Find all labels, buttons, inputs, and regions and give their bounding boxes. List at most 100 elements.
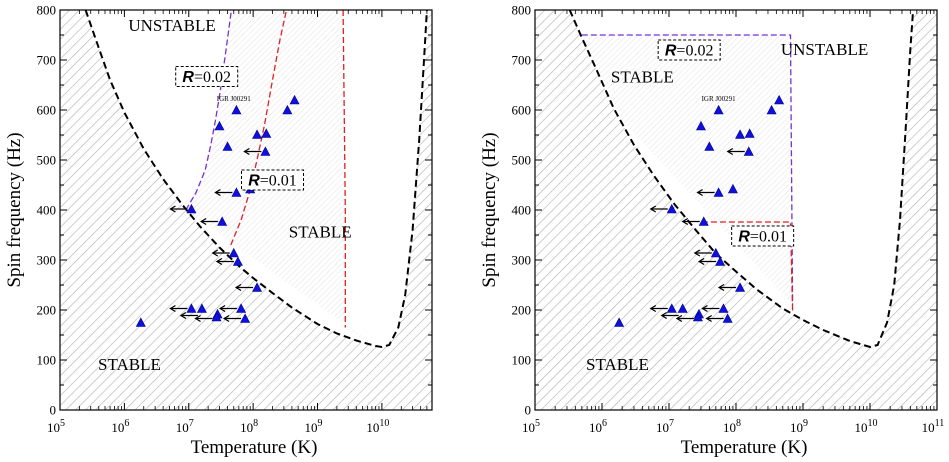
y-tick-label: 0 <box>525 403 532 418</box>
region-label: STABLE <box>289 223 352 242</box>
upper-limit-arrowhead <box>696 188 703 197</box>
source-marker <box>260 146 271 156</box>
x-tick-label: 1011 <box>922 418 945 435</box>
x-tick-exponent: 7 <box>669 418 674 429</box>
upper-limit-arrowhead <box>214 188 221 197</box>
upper-limit-arrowhead <box>726 147 734 156</box>
x-tick-exponent: 9 <box>318 418 323 429</box>
source-marker <box>735 129 746 139</box>
y-tick-label: 500 <box>512 153 532 168</box>
x-tick-label: 106 <box>589 418 607 435</box>
x-tick-exponent: 10 <box>379 418 389 429</box>
r-curve-0 <box>581 34 794 306</box>
region-label: UNSTABLE <box>781 40 868 59</box>
stable-hatch-region <box>535 10 937 410</box>
y-tick-label: 400 <box>37 203 57 218</box>
upper-limit-arrowhead <box>194 314 201 323</box>
x-tick-label: 105 <box>47 418 65 435</box>
x-tick-base: 10 <box>47 420 60 435</box>
r-symbol: R <box>248 173 260 190</box>
y-tick-label: 0 <box>50 403 57 418</box>
y-tick-label: 200 <box>37 303 57 318</box>
upper-limit-arrowhead <box>701 304 708 313</box>
source-marker <box>217 216 228 226</box>
x-tick-base: 10 <box>790 420 803 435</box>
source-marker <box>666 203 677 214</box>
r-label: R=0.02 <box>182 69 231 86</box>
upper-limit-arrowhead <box>697 257 705 266</box>
region-label: UNSTABLE <box>128 16 215 35</box>
x-tick-exponent: 8 <box>253 418 258 429</box>
x-tick-label: 108 <box>240 418 258 435</box>
source-marker <box>713 187 724 197</box>
source-marker <box>735 282 746 292</box>
r-value: =0.01 <box>260 173 297 190</box>
r-label: R=0.02 <box>665 43 714 60</box>
r-label-box <box>241 169 305 191</box>
y-tick-label: 600 <box>37 103 57 118</box>
region-label: STABLE <box>98 355 161 374</box>
source-marker <box>232 256 243 266</box>
upper-limit-arrowhead <box>222 314 230 323</box>
region-label: STABLE <box>611 68 674 87</box>
y-tick-label: 800 <box>512 3 532 18</box>
source-marker <box>211 311 222 322</box>
upper-limit-arrowhead <box>199 217 207 226</box>
upper-limit-arrowhead <box>681 217 689 226</box>
r-value: =0.02 <box>194 69 231 86</box>
r-value: =0.02 <box>676 43 713 60</box>
source-marker <box>692 311 703 322</box>
y-tick-label: 200 <box>512 303 532 318</box>
r-curve-1 <box>230 10 288 246</box>
upper-limit-arrowhead <box>169 205 176 213</box>
y-tick-label: 300 <box>37 253 57 268</box>
source-marker <box>261 128 272 138</box>
upper-limit-arrowhead <box>234 283 242 292</box>
source-marker <box>214 120 225 131</box>
upper-limit-arrowhead <box>693 249 701 257</box>
source-marker <box>722 313 733 323</box>
source-marker <box>231 187 242 197</box>
x-tick-exponent: 9 <box>803 418 808 429</box>
region-label: STABLE <box>586 355 649 374</box>
x-tick-exponent: 7 <box>189 418 194 429</box>
source-marker <box>710 247 721 258</box>
source-marker <box>695 120 706 131</box>
x-tick-exponent: 6 <box>124 418 129 429</box>
r-label-box <box>657 39 721 61</box>
source-marker <box>282 104 293 115</box>
x-tick-exponent: 5 <box>535 418 540 429</box>
r-symbol: R <box>665 43 677 60</box>
x-tick-label: 109 <box>305 418 323 435</box>
stable-hatch-region <box>60 10 432 410</box>
x-axis-label: Temperature (K) <box>681 437 808 458</box>
source-annotation: IGR J00291 <box>702 95 737 103</box>
x-tick-base: 10 <box>723 420 736 435</box>
x-tick-label: 1010 <box>855 418 878 435</box>
upper-limit-arrowhead <box>649 304 657 313</box>
y-tick-label: 700 <box>37 53 57 68</box>
upper-limit-arrowhead <box>660 311 667 320</box>
upper-limit-arrowhead <box>215 257 223 266</box>
upper-limit-arrowhead <box>717 283 725 292</box>
y-axis-label: Spin frequency (Hz) <box>479 132 500 287</box>
x-tick-exponent: 10 <box>868 418 878 429</box>
x-tick-base: 10 <box>111 420 124 435</box>
source-marker <box>252 129 263 139</box>
instability-curve <box>84 10 428 349</box>
source-marker <box>222 141 233 151</box>
source-marker <box>698 216 709 226</box>
source-marker <box>766 104 777 115</box>
source-marker <box>704 141 715 151</box>
source-marker <box>289 94 300 105</box>
r-label-box <box>731 225 795 247</box>
x-tick-base: 10 <box>240 420 253 435</box>
x-tick-base: 10 <box>656 420 669 435</box>
upper-limit-arrowhead <box>675 314 683 323</box>
x-tick-base: 10 <box>176 420 189 435</box>
r-label: R=0.01 <box>738 229 787 246</box>
source-marker <box>240 313 251 323</box>
x-tick-exponent: 11 <box>935 418 945 429</box>
